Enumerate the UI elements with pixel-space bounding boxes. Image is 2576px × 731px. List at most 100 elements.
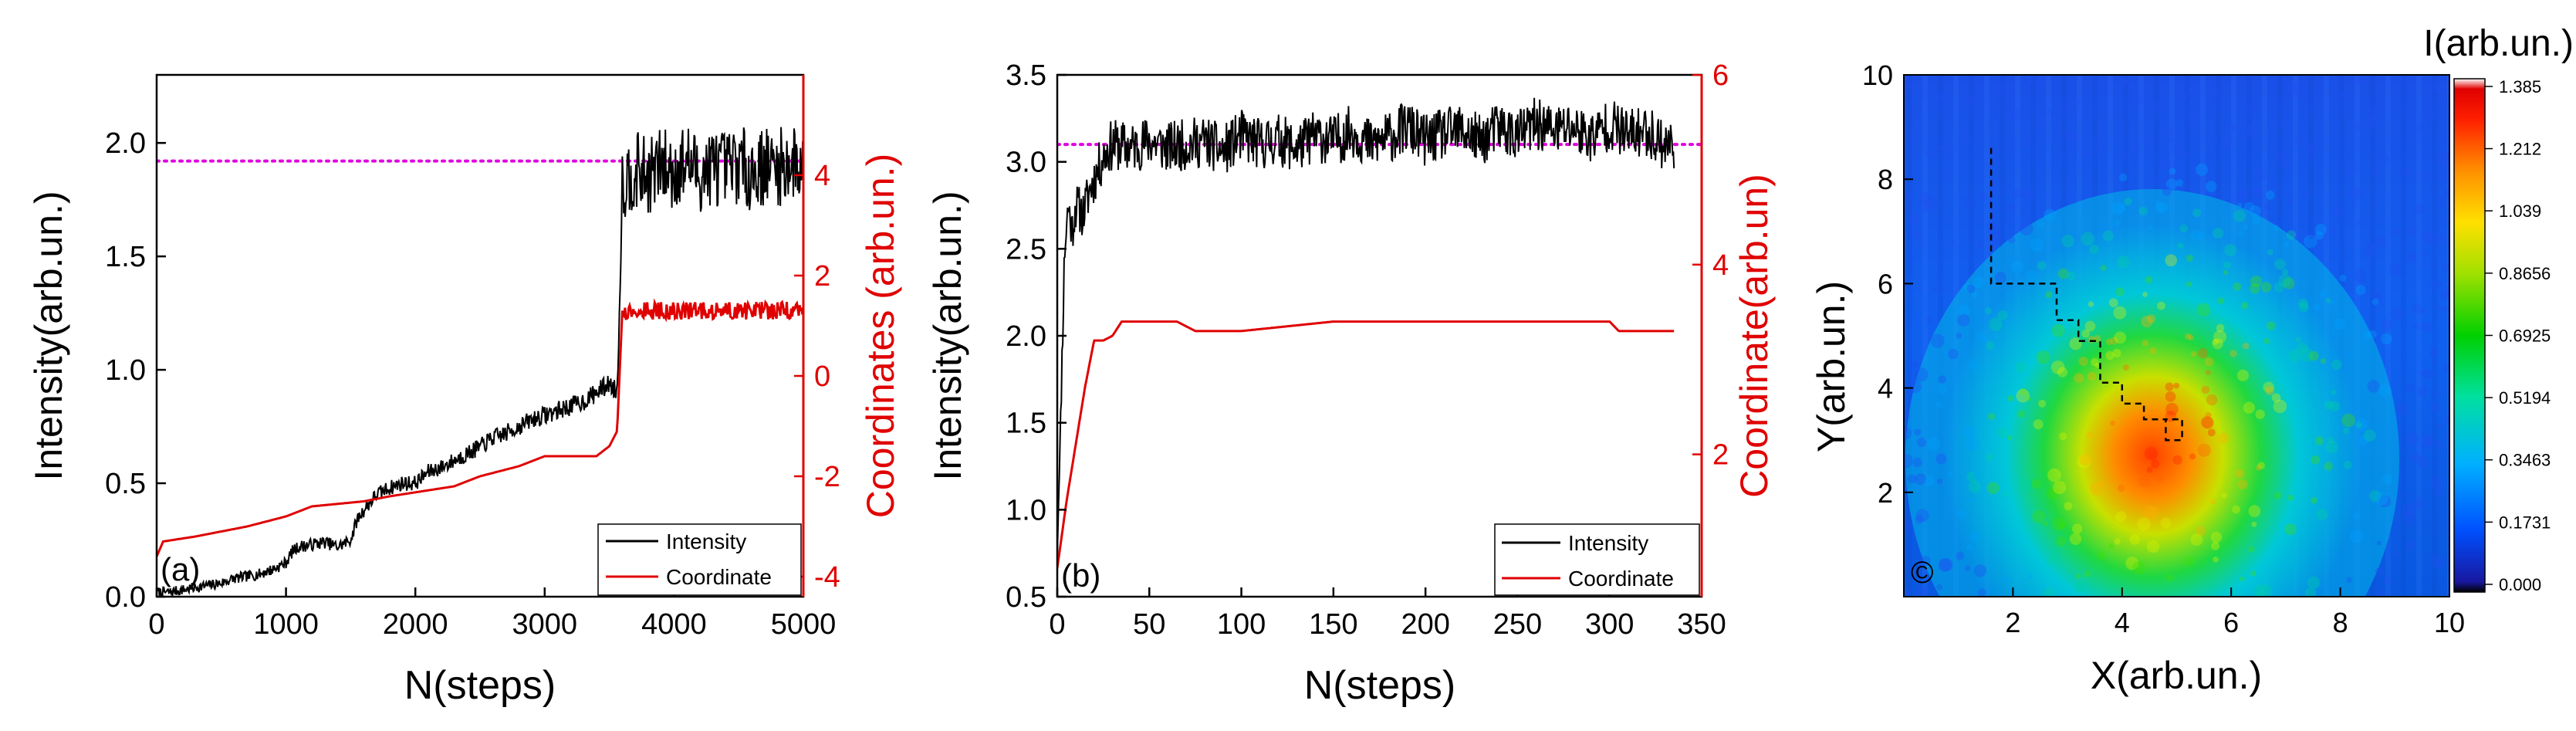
heatmap-speckle bbox=[2412, 303, 2422, 314]
heatmap-speckle bbox=[2343, 460, 2352, 469]
heatmap-speckle bbox=[2256, 464, 2263, 471]
heatmap-speckle bbox=[2396, 404, 2409, 415]
heatmap-speckle bbox=[1911, 360, 1919, 369]
heatmap-speckle bbox=[2374, 197, 2380, 204]
panel-b-frame bbox=[1056, 73, 1703, 598]
heatmap-speckle bbox=[2253, 584, 2266, 597]
heatmap-speckle bbox=[2348, 187, 2363, 201]
heatmap-speckle bbox=[2436, 232, 2446, 243]
panel-a-legend-label-coordinate: Coordinate bbox=[666, 565, 772, 589]
heatmap-speckle bbox=[2076, 99, 2082, 105]
heatmap-speckle bbox=[2424, 231, 2438, 244]
heatmap-speckle bbox=[2233, 282, 2242, 291]
heatmap-speckle bbox=[2165, 402, 2179, 416]
heatmap-speckle bbox=[1924, 196, 1939, 210]
heatmap-speckle bbox=[2378, 495, 2392, 508]
panel-c-heatmap: 2 4 6 8 10 2 4 6 8 10 © X(arb.un.) Y(arb.un.) 0.0… bbox=[1810, 23, 2574, 697]
heatmap-speckle bbox=[2007, 435, 2013, 441]
heatmap-speckle bbox=[2301, 191, 2307, 197]
heatmap-speckle bbox=[1904, 410, 1910, 422]
colorbar-tick-label: 1.212 bbox=[2499, 140, 2541, 159]
heatmap-speckle bbox=[2150, 459, 2160, 469]
heatmap-speckle bbox=[2367, 109, 2381, 122]
heatmap-speckle bbox=[2389, 306, 2404, 320]
heatmap-speckle bbox=[2254, 167, 2267, 180]
heatmap-speckle bbox=[2402, 503, 2415, 516]
heatmap-speckle bbox=[2442, 364, 2449, 372]
heatmap-speckle bbox=[1948, 348, 1959, 360]
heatmap-speckle bbox=[2175, 179, 2184, 187]
heatmap-speckle bbox=[2013, 188, 2022, 198]
heatmap-speckle bbox=[1976, 331, 1988, 343]
panel-a-label: (a) bbox=[161, 551, 200, 587]
heatmap-speckle bbox=[2444, 415, 2449, 423]
heatmap-speckle bbox=[2314, 436, 2324, 445]
panel-c-label: © bbox=[1911, 556, 1933, 590]
panel-a-y2-tick-label: -2 bbox=[814, 461, 840, 493]
heatmap-speckle bbox=[2422, 433, 2434, 445]
heatmap-speckle bbox=[1915, 473, 1927, 486]
heatmap-speckle bbox=[2105, 85, 2112, 92]
heatmap-speckle bbox=[2420, 307, 2426, 313]
panel-b-x-tick-label: 50 bbox=[1133, 608, 1165, 641]
heatmap-stripe bbox=[2401, 75, 2406, 597]
heatmap-speckle bbox=[2281, 76, 2287, 82]
heatmap-speckle bbox=[2042, 520, 2048, 526]
panel-b-x-tick-label: 0 bbox=[1049, 608, 1065, 641]
heatmap-speckle bbox=[2125, 557, 2139, 570]
panel-a-y2-tick-label: 2 bbox=[814, 260, 830, 293]
heatmap-speckle bbox=[2160, 517, 2172, 529]
heatmap-speckle bbox=[2211, 541, 2219, 550]
heatmap-speckle bbox=[2371, 298, 2379, 306]
heatmap-speckle bbox=[1964, 425, 1977, 439]
heatmap-speckle bbox=[1962, 196, 1974, 208]
heatmap-speckle bbox=[2037, 220, 2045, 228]
heatmap-speckle bbox=[2274, 283, 2284, 293]
panel-a-x-tick-label: 0 bbox=[148, 608, 164, 641]
heatmap-speckle bbox=[2038, 75, 2047, 83]
heatmap-speckle bbox=[2399, 76, 2405, 82]
heatmap-speckle bbox=[1986, 482, 2000, 495]
heatmap-stripe bbox=[2370, 75, 2375, 597]
heatmap-speckle bbox=[2248, 505, 2261, 518]
heatmap-speckle bbox=[2325, 298, 2331, 303]
heatmap-speckle bbox=[2212, 339, 2219, 345]
heatmap-speckle bbox=[2098, 480, 2105, 487]
heatmap-speckle bbox=[2356, 75, 2368, 85]
heatmap-speckle bbox=[1973, 276, 1985, 289]
panel-b-y2-tick-label: 4 bbox=[1712, 249, 1729, 282]
heatmap-speckle bbox=[2159, 157, 2172, 170]
heatmap-speckle bbox=[2273, 225, 2280, 232]
heatmap-speckle bbox=[2346, 577, 2352, 583]
heatmap-speckle bbox=[2047, 468, 2061, 482]
heatmap-speckle bbox=[2079, 453, 2091, 466]
heatmap-speckle bbox=[2190, 533, 2203, 547]
heatmap-speckle bbox=[2071, 523, 2083, 534]
heatmap-speckle bbox=[2353, 269, 2367, 283]
panel-b-y-tick-label: 2.5 bbox=[1006, 233, 1046, 266]
heatmap-speckle bbox=[1997, 310, 2008, 320]
heatmap-speckle bbox=[2069, 130, 2078, 140]
heatmap-speckle bbox=[2081, 232, 2094, 246]
heatmap-speckle bbox=[2394, 551, 2400, 557]
heatmap-speckle bbox=[2212, 338, 2223, 350]
heatmap-speckle bbox=[2383, 576, 2394, 586]
panel-a-y-label: Intensity(arb.un.) bbox=[27, 191, 70, 480]
heatmap-speckle bbox=[2075, 574, 2081, 579]
heatmap-speckle bbox=[2027, 396, 2032, 402]
heatmap-speckle bbox=[1986, 341, 1995, 350]
heatmap-speckle bbox=[2273, 399, 2287, 414]
heatmap-speckle bbox=[2287, 198, 2294, 205]
heatmap-speckle bbox=[1918, 240, 1925, 246]
heatmap-speckle bbox=[2059, 432, 2067, 441]
heatmap-speckle bbox=[2402, 510, 2416, 525]
heatmap-speckle bbox=[1989, 317, 2003, 332]
heatmap-speckle bbox=[2369, 489, 2382, 503]
heatmap-speckle bbox=[2002, 577, 2009, 584]
heatmap-speckle bbox=[1966, 543, 1974, 551]
heatmap-speckle bbox=[2033, 419, 2044, 430]
heatmap-speckle bbox=[2421, 321, 2432, 333]
heatmap-speckle bbox=[2081, 329, 2091, 338]
heatmap-speckle bbox=[2043, 587, 2055, 597]
panel-b-legend: Intensity Coordinate bbox=[1494, 523, 1700, 596]
